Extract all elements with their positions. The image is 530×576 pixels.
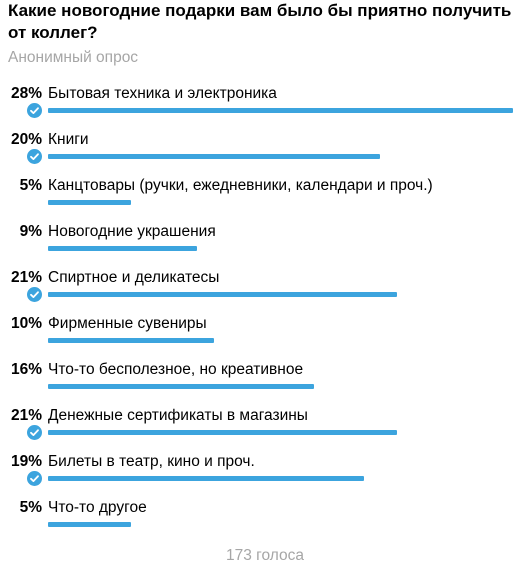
poll-option[interactable]: 5% Что-то другое: [0, 498, 530, 538]
option-text: Денежные сертификаты в магазины: [48, 407, 308, 424]
option-percent: 5%: [19, 499, 42, 516]
checkmark-icon: [27, 471, 42, 486]
poll-option[interactable]: 21% Денежные сертификаты в магазины: [0, 406, 530, 446]
poll-option[interactable]: 21% Спиртное и деликатесы: [0, 268, 530, 308]
option-percent: 5%: [19, 177, 42, 194]
poll-option[interactable]: 20% Книги: [0, 130, 530, 170]
option-result-bar: [48, 154, 380, 159]
option-text: Спиртное и деликатесы: [48, 269, 220, 286]
option-result-bar: [48, 200, 131, 205]
poll-option[interactable]: 28% Бытовая техника и электроника: [0, 84, 530, 124]
option-result-bar: [48, 292, 397, 297]
option-result-bar: [48, 476, 364, 481]
option-text: Что-то другое: [48, 499, 147, 516]
option-text: Новогодние украшения: [48, 223, 216, 240]
option-percent: 19%: [10, 453, 42, 470]
total-votes[interactable]: 173 голоса: [226, 547, 304, 564]
checkmark-icon: [27, 287, 42, 302]
poll-option[interactable]: 19% Билеты в театр, кино и проч.: [0, 452, 530, 492]
option-percent: 21%: [10, 269, 42, 286]
option-percent: 16%: [10, 361, 42, 378]
option-percent: 9%: [19, 223, 42, 240]
option-text: Билеты в театр, кино и проч.: [48, 453, 255, 470]
poll-option[interactable]: 9% Новогодние украшения: [0, 222, 530, 262]
poll-option[interactable]: 5% Канцтовары (ручки, ежедневники, календ…: [0, 176, 530, 216]
option-result-bar: [48, 338, 214, 343]
option-text: Канцтовары (ручки, ежедневники, календар…: [48, 177, 433, 194]
checkmark-icon: [27, 425, 42, 440]
option-text: Фирменные сувениры: [48, 315, 207, 332]
option-percent: 10%: [10, 315, 42, 332]
option-result-bar: [48, 108, 513, 113]
option-result-bar: [48, 430, 397, 435]
option-result-bar: [48, 522, 131, 527]
poll-type-label: Анонимный опрос: [8, 49, 139, 66]
checkmark-icon: [27, 103, 42, 118]
checkmark-icon: [27, 149, 42, 164]
option-text: Что-то бесполезное, но креативное: [48, 361, 304, 378]
poll-question: Какие новогодние подарки вам было бы при…: [8, 1, 512, 42]
option-percent: 20%: [10, 131, 42, 148]
option-text: Бытовая техника и электроника: [48, 85, 277, 102]
poll-option[interactable]: 10% Фирменные сувениры: [0, 314, 530, 354]
poll-option[interactable]: 16% Что-то бесполезное, но креативное: [0, 360, 530, 400]
option-result-bar: [48, 246, 197, 251]
option-text: Книги: [48, 131, 89, 148]
option-result-bar: [48, 384, 314, 389]
option-percent: 21%: [10, 407, 42, 424]
option-percent: 28%: [10, 85, 42, 102]
